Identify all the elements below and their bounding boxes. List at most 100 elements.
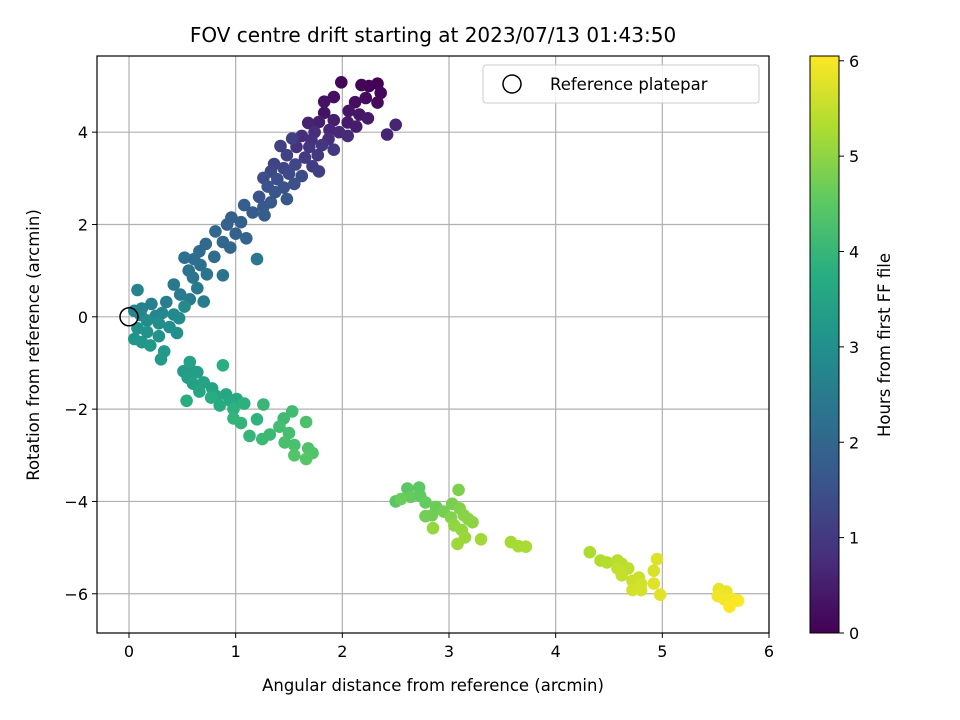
colorbar-tick-label: 0 <box>849 624 859 643</box>
data-point <box>209 225 222 238</box>
x-tick-label: 1 <box>231 642 241 661</box>
colorbar: 0 1 2 3 4 5 6 Hours from first FF file <box>809 52 894 643</box>
y-tick-label: −4 <box>64 492 88 511</box>
y-tick-label: 0 <box>78 308 88 327</box>
data-point <box>389 118 403 132</box>
data-point <box>246 206 259 219</box>
data-point <box>583 545 597 559</box>
x-tick-label: 3 <box>444 642 454 661</box>
y-tick-label: −2 <box>64 400 88 419</box>
data-point <box>299 415 313 429</box>
data-point <box>258 209 271 222</box>
x-tick-label: 2 <box>337 642 347 661</box>
x-tick-label: 6 <box>764 642 774 661</box>
legend-marker <box>502 74 522 94</box>
y-axis-ticks: −6 −4 −2 0 2 4 <box>64 123 97 604</box>
data-point <box>348 95 362 109</box>
data-point <box>191 281 204 295</box>
legend: Reference platepar <box>482 64 760 104</box>
data-point <box>723 600 736 613</box>
data-point <box>374 86 388 100</box>
data-point <box>361 112 375 125</box>
data-point <box>155 306 169 320</box>
data-point <box>193 385 206 398</box>
data-point <box>335 76 348 89</box>
data-point <box>426 521 440 535</box>
data-point <box>200 268 214 281</box>
data-point <box>204 391 218 404</box>
colorbar-tick-label: 6 <box>849 52 859 71</box>
data-point <box>250 252 264 266</box>
x-axis-ticks: 0 1 2 3 4 5 6 <box>124 633 774 661</box>
data-point <box>229 227 242 240</box>
y-tick-label: −6 <box>64 585 88 604</box>
data-point <box>474 533 488 546</box>
data-point <box>615 569 629 582</box>
data-point <box>227 402 240 416</box>
data-point <box>145 297 158 311</box>
data-point <box>194 258 207 272</box>
data-point <box>419 509 432 523</box>
colorbar-tick-label: 5 <box>849 147 859 166</box>
data-point <box>280 192 294 206</box>
data-point <box>301 116 315 130</box>
data-point <box>170 326 184 340</box>
data-point <box>257 398 270 411</box>
data-point <box>298 151 312 164</box>
data-point <box>327 113 341 127</box>
data-point <box>312 165 326 178</box>
data-point <box>131 322 144 335</box>
data-point <box>282 167 296 180</box>
data-point <box>243 429 256 443</box>
data-point <box>144 339 157 352</box>
data-point <box>299 452 313 466</box>
data-point <box>285 405 299 418</box>
y-tick-label: 2 <box>78 215 88 234</box>
data-point <box>519 540 533 553</box>
data-point <box>186 271 200 284</box>
data-point <box>274 139 287 153</box>
data-point <box>178 300 191 313</box>
data-point <box>234 416 248 430</box>
data-point <box>140 325 154 339</box>
data-point <box>220 218 234 231</box>
colorbar-label: Hours from first FF file <box>875 253 894 437</box>
colorbar-tick-label: 1 <box>849 529 859 548</box>
data-point <box>268 185 282 199</box>
legend-entry-label: Reference platepar <box>550 75 708 94</box>
data-point <box>154 353 168 366</box>
data-point <box>237 397 251 410</box>
data-point <box>173 288 187 301</box>
data-point <box>419 496 432 509</box>
data-point <box>295 129 309 143</box>
data-point <box>359 91 373 105</box>
data-point <box>600 556 614 569</box>
data-point <box>451 537 464 551</box>
data-point <box>317 95 331 108</box>
data-point <box>183 355 197 369</box>
data-point <box>653 588 667 601</box>
data-point <box>216 359 230 372</box>
data-point <box>216 269 230 282</box>
data-point <box>312 115 326 129</box>
colorbar-tick-label: 2 <box>849 433 859 452</box>
data-point <box>191 365 204 379</box>
data-point <box>650 552 664 566</box>
data-point <box>647 577 661 590</box>
data-point <box>273 420 286 434</box>
data-point <box>167 278 181 291</box>
colorbar-gradient <box>809 55 840 634</box>
y-axis-label: Rotation from reference (arcmin) <box>24 209 43 481</box>
plot-frame <box>96 55 770 634</box>
data-point <box>285 132 299 145</box>
data-point <box>208 250 221 264</box>
data-point <box>250 413 264 426</box>
legend-box <box>482 64 760 104</box>
data-point <box>240 232 253 245</box>
x-axis-label: Angular distance from reference (arcmin) <box>262 676 604 695</box>
data-point <box>234 215 248 229</box>
data-point <box>288 177 301 191</box>
data-point <box>327 143 341 156</box>
data-point <box>152 317 166 330</box>
data-point <box>131 283 144 297</box>
